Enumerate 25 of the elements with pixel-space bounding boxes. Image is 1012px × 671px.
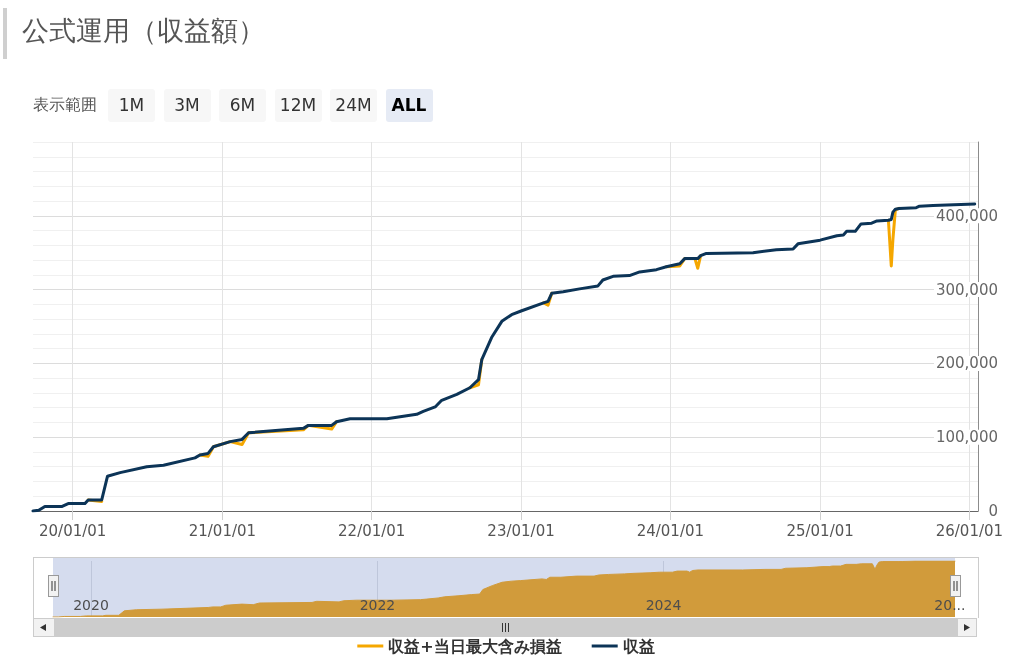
y-tick-label: 200,000 (935, 354, 998, 373)
legend-label: 収益 (622, 636, 655, 656)
x-tick-label: 2022 (359, 597, 396, 613)
range-button: 6M (219, 89, 266, 122)
x-tick-label: 21/01/01 (188, 521, 257, 540)
y-tick-label: 100,000 (935, 428, 998, 447)
range-button: 3M (163, 89, 211, 122)
x-tick-label: 26/01/01 (935, 521, 1004, 540)
range-button: 12M (274, 89, 322, 122)
x-tick-label: 25/01/01 (786, 521, 854, 540)
range-button: 1M (108, 89, 155, 122)
text: 表示範囲 (33, 95, 97, 116)
chart-title: 公式運用（収益額） (22, 14, 265, 48)
legend-label: 収益+当日最大含み損益 (388, 636, 562, 656)
range-button: 24M (330, 89, 377, 122)
x-tick-label: 2020 (73, 597, 109, 613)
y-tick-label: 300,000 (935, 280, 998, 299)
x-tick-label: 22/01/01 (338, 521, 406, 540)
y-tick-label: 0 (988, 502, 998, 520)
y-tick-label: 400,000 (935, 206, 998, 225)
range-button: ALL (385, 89, 433, 122)
x-tick-label: 23/01/01 (487, 521, 555, 540)
x-tick-label: 24/01/01 (636, 521, 705, 540)
x-tick-label: 2024 (645, 597, 682, 613)
x-tick-label: 20/01/01 (38, 521, 107, 540)
